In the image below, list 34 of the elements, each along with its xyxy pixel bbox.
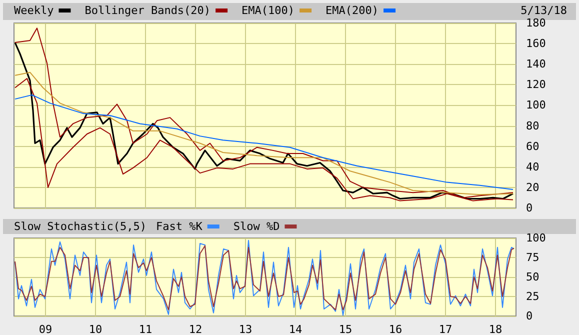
y-tick-label: 180 [526, 16, 546, 30]
chart-title: Slow Stochastic(5,5) [14, 220, 146, 233]
x-tick-label: 10 [88, 323, 102, 335]
legend-label: Slow %D [233, 220, 280, 233]
legend-label: Weekly [14, 4, 54, 17]
y-tick-label: 50 [526, 270, 540, 284]
text: 5/13/18 [520, 4, 567, 17]
y-tick-label: 0 [526, 202, 533, 214]
x-tick-label: 11 [138, 323, 152, 335]
x-tick-label: 16 [388, 323, 402, 335]
y-tick-label: 20 [526, 180, 540, 194]
x-tick-label: 13 [238, 323, 252, 335]
legend-label: EMA(100) [242, 4, 295, 17]
y-tick-label: 80 [526, 119, 540, 132]
x-tick-label: 17 [438, 323, 452, 335]
y-tick-label: 75 [526, 251, 540, 264]
line-series [14, 94, 514, 190]
y-tick-label: 160 [526, 37, 546, 50]
x-tick-label: 18 [488, 323, 502, 335]
x-tick-label: 09 [38, 323, 52, 335]
y-tick-label: 120 [526, 78, 546, 92]
y-tick-label: 100 [526, 232, 546, 244]
y-tick-label: 140 [526, 58, 546, 71]
legend-label: Bollinger Bands(20) [84, 4, 211, 17]
x-tick-label: 14 [288, 323, 302, 335]
x-tick-label: 15 [338, 323, 352, 335]
y-tick-label: 25 [526, 290, 540, 303]
legend-label: EMA(200) [326, 4, 379, 17]
y-tick-label: 0 [526, 310, 533, 322]
y-tick-label: 100 [526, 98, 546, 112]
y-tick-label: 60 [526, 140, 540, 153]
y-tick-label: 40 [526, 160, 540, 174]
legend-label: Fast %K [156, 220, 203, 233]
x-tick-label: 12 [188, 323, 202, 335]
